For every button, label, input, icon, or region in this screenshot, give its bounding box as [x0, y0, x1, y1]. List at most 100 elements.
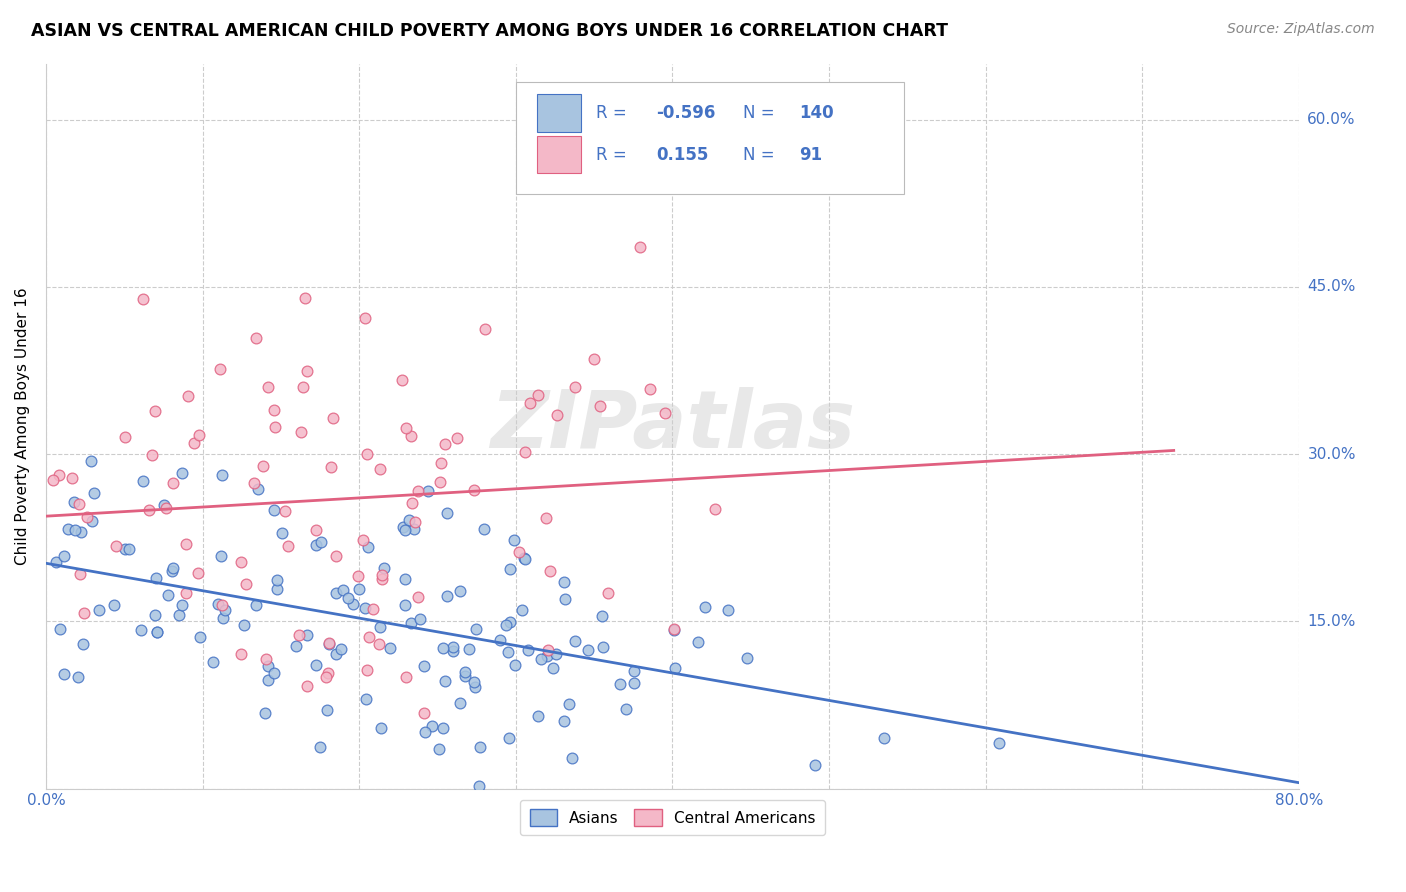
Point — [373, 561, 395, 575]
Point — [526, 708, 548, 723]
Point — [256, 659, 278, 673]
Point — [80, 453, 103, 467]
Text: ZIPatlas: ZIPatlas — [491, 387, 855, 466]
Point — [409, 612, 432, 626]
Point — [105, 539, 128, 553]
Point — [498, 562, 520, 576]
Text: 140: 140 — [799, 104, 834, 122]
Point — [395, 670, 418, 684]
Point — [395, 421, 418, 435]
Point — [553, 575, 575, 590]
Point — [254, 652, 277, 666]
Point — [271, 526, 294, 541]
Point — [187, 566, 209, 580]
Point — [274, 504, 297, 518]
Point — [502, 533, 524, 547]
Point — [319, 460, 342, 475]
Point — [498, 731, 520, 745]
Point — [392, 520, 415, 534]
Point — [332, 583, 354, 598]
Point — [145, 571, 167, 585]
Point — [114, 430, 136, 444]
Point — [155, 501, 177, 516]
Point — [503, 658, 526, 673]
Point — [325, 585, 347, 599]
Point — [354, 601, 377, 615]
Point — [318, 637, 340, 651]
Point — [304, 658, 326, 673]
Point — [73, 606, 96, 620]
Point — [391, 373, 413, 387]
Point — [472, 522, 495, 536]
Point — [349, 582, 371, 596]
Point — [212, 611, 235, 625]
Point — [245, 331, 267, 345]
Point — [564, 380, 586, 394]
Point — [347, 568, 370, 582]
Point — [527, 388, 550, 402]
Point — [449, 583, 471, 598]
Point — [252, 458, 274, 473]
Text: R =: R = — [596, 104, 633, 122]
Point — [638, 382, 661, 396]
Point — [654, 406, 676, 420]
Point — [342, 598, 364, 612]
Point — [495, 618, 517, 632]
Point — [315, 670, 337, 684]
Text: 0.155: 0.155 — [657, 145, 709, 163]
Point — [311, 535, 333, 549]
Point — [434, 673, 457, 688]
Point — [153, 498, 176, 512]
Point — [229, 556, 252, 570]
Point — [553, 714, 575, 728]
Point — [695, 599, 717, 614]
Point — [413, 725, 436, 739]
Point — [233, 618, 256, 632]
Point — [614, 702, 637, 716]
Point — [454, 669, 477, 683]
Point — [190, 630, 212, 644]
Text: N =: N = — [742, 145, 779, 163]
Point — [628, 240, 651, 254]
Legend: Asians, Central Americans: Asians, Central Americans — [520, 800, 824, 835]
Point — [132, 474, 155, 488]
Point — [704, 502, 727, 516]
Point — [70, 524, 93, 539]
Point — [295, 679, 318, 693]
Point — [357, 540, 380, 554]
Point — [162, 476, 184, 491]
Point — [63, 523, 86, 537]
Point — [427, 741, 450, 756]
Point — [170, 598, 193, 612]
Point — [463, 483, 485, 498]
Point — [464, 680, 486, 694]
Text: -0.596: -0.596 — [657, 104, 716, 122]
Point — [394, 598, 416, 612]
Point — [162, 565, 184, 579]
Point — [398, 513, 420, 527]
Point — [367, 637, 389, 651]
Point — [436, 506, 458, 520]
Point — [325, 647, 347, 661]
Point — [172, 466, 194, 480]
Point — [662, 622, 685, 636]
Point — [561, 751, 583, 765]
Point — [56, 522, 79, 536]
Point — [429, 475, 451, 489]
Point — [263, 665, 285, 680]
Point — [596, 585, 619, 599]
Point — [329, 642, 352, 657]
Point — [214, 603, 236, 617]
Point — [356, 447, 378, 461]
Point — [207, 597, 229, 611]
Point — [401, 615, 423, 630]
Point — [413, 706, 436, 720]
Point — [325, 549, 347, 563]
Point — [446, 431, 468, 445]
Text: 91: 91 — [799, 145, 823, 163]
Point — [873, 731, 896, 745]
Point — [352, 533, 374, 547]
Point — [67, 498, 90, 512]
Point — [488, 632, 510, 647]
Point — [69, 567, 91, 582]
